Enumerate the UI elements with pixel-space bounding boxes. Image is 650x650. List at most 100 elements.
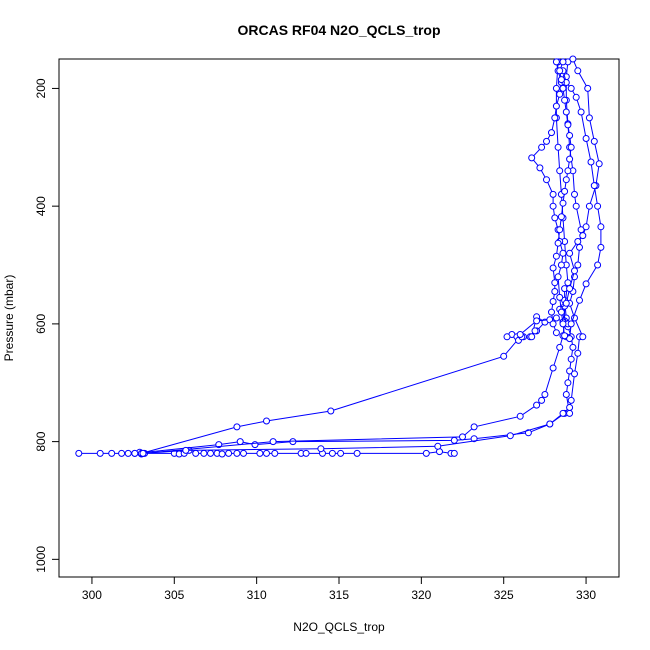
series-5	[139, 58, 587, 457]
data-point	[597, 243, 605, 251]
data-point	[500, 352, 508, 360]
data-point	[236, 438, 244, 446]
data-point	[549, 202, 557, 210]
x-tick-label: 315	[329, 588, 349, 602]
data-point	[564, 279, 572, 287]
series-line	[142, 61, 569, 454]
data-point	[263, 449, 270, 457]
data-point	[574, 349, 582, 357]
data-point	[559, 58, 567, 66]
data-point	[538, 396, 546, 404]
data-point	[594, 202, 602, 210]
data-point	[256, 449, 264, 457]
data-point	[317, 445, 325, 453]
data-point	[582, 280, 590, 288]
data-point	[557, 308, 565, 316]
data-point	[251, 441, 259, 449]
data-point	[556, 293, 564, 301]
data-point	[131, 449, 139, 457]
data-point	[552, 58, 560, 66]
data-point	[549, 190, 557, 198]
data-point	[564, 167, 572, 175]
series-3	[137, 313, 549, 457]
data-point	[470, 435, 478, 443]
data-point	[566, 155, 574, 163]
data-point	[549, 364, 557, 372]
data-point	[576, 296, 583, 304]
data-point	[124, 449, 132, 457]
x-tick-label: 305	[164, 588, 184, 602]
data-point	[269, 438, 277, 446]
data-point	[576, 243, 583, 251]
data-point	[551, 214, 559, 222]
data-point	[549, 264, 557, 272]
data-point	[556, 343, 564, 351]
data-point	[200, 449, 208, 457]
data-point	[528, 333, 536, 341]
data-point	[585, 114, 593, 122]
data-point	[567, 355, 575, 363]
data-point	[587, 158, 595, 166]
data-point	[353, 449, 361, 457]
data-point	[225, 449, 233, 457]
data-point	[528, 154, 536, 162]
data-point	[561, 332, 569, 340]
data-point	[556, 67, 564, 75]
data-point	[554, 239, 562, 247]
data-point	[566, 404, 574, 411]
data-point	[595, 160, 603, 168]
data-point	[516, 412, 524, 420]
data-point	[590, 182, 598, 190]
data-point	[556, 167, 564, 175]
data-point	[551, 279, 559, 287]
x-axis-label: N2O_QCLS_trop	[293, 620, 385, 634]
data-point	[582, 223, 590, 231]
data-point	[470, 423, 478, 431]
data-point	[562, 176, 570, 184]
data-point	[561, 96, 569, 104]
data-point	[562, 108, 570, 116]
data-point	[541, 391, 549, 398]
data-point	[567, 84, 575, 92]
data-point	[506, 432, 514, 440]
data-point	[207, 449, 214, 457]
data-point	[561, 187, 569, 195]
series-9	[548, 58, 575, 337]
data-point	[218, 450, 226, 458]
data-point	[557, 76, 565, 84]
x-tick-label: 300	[82, 588, 102, 602]
data-point	[566, 335, 574, 343]
data-point	[549, 298, 557, 305]
y-tick-label: 200	[34, 78, 48, 98]
data-point	[566, 409, 574, 417]
data-point	[557, 261, 565, 269]
data-point	[597, 223, 605, 231]
x-axis: 300 305 310 315 320 325 330	[82, 576, 596, 602]
data-point	[569, 55, 577, 63]
data-point	[263, 417, 270, 425]
data-point	[574, 67, 582, 75]
y-tick-label: 800	[34, 431, 48, 451]
data-point	[548, 308, 555, 316]
data-point	[566, 285, 574, 293]
data-point	[567, 143, 575, 151]
data-point	[572, 202, 580, 210]
data-point	[562, 299, 570, 307]
data-point	[422, 449, 430, 457]
data-point	[271, 449, 279, 457]
data-point	[552, 329, 560, 337]
series-line	[142, 61, 584, 454]
series-line	[134, 288, 574, 454]
data-point	[571, 190, 578, 198]
data-point	[459, 433, 466, 441]
data-point	[546, 420, 554, 428]
data-point	[584, 84, 592, 92]
data-point	[574, 238, 582, 245]
data-point	[552, 314, 560, 322]
data-point	[585, 202, 593, 210]
data-point	[118, 449, 126, 457]
data-point	[564, 379, 572, 387]
data-point	[327, 407, 335, 415]
x-tick-label: 310	[247, 588, 267, 602]
